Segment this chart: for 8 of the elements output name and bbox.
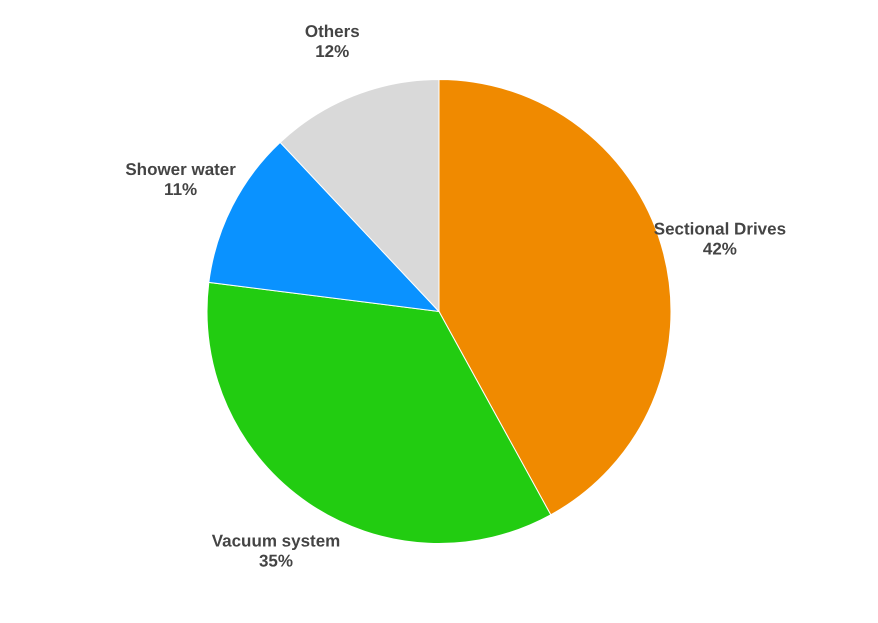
slice-label: Others [304, 22, 360, 41]
data-label: 42% [702, 239, 737, 258]
data-label: 11% [164, 180, 198, 199]
data-label: 35% [258, 551, 294, 570]
data-label: 12% [315, 42, 350, 61]
slice-label: Shower water [125, 160, 236, 179]
slice-label: Sectional Drives [654, 219, 786, 238]
slice-label: Vacuum system [212, 531, 340, 550]
